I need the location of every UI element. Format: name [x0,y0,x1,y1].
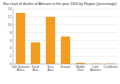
bars [16,13,115,64]
y-tick-label: 12 [8,15,12,19]
y-tick-label: 2 [10,54,12,58]
grid-line [13,16,118,17]
bar [61,37,70,65]
chart-root: Bar chart of deaths of Africans in the y… [0,0,120,84]
title: Bar chart of deaths of Africans in the y… [3,2,116,6]
grid-line [13,24,118,25]
y-tick-label: 6 [10,39,12,43]
y-tick-label: 8 [10,31,12,35]
x-tick-label: EastAsia [47,65,53,72]
x-tick-label: MiddleEast [76,65,85,72]
bar [31,42,40,64]
x-tick-label: LatinAmerica [90,65,101,72]
y-tick-label: 10 [8,23,12,27]
grid-line [13,32,118,33]
x-tick-label: Europe [61,65,71,69]
x-tick-label: Caribbean [104,65,118,69]
y-axis [13,9,14,64]
chart: Bar chart of deaths of Africans in the y… [0,0,120,84]
x-tick-label: Sub-SaharanAfrica [12,65,30,72]
y-tick-label: 14 [8,7,12,11]
x-tick-label: SouthAsia [32,65,40,72]
bar [16,13,25,64]
y-tick-label: 4 [10,46,12,50]
grid-line [13,9,118,10]
bar [46,17,55,64]
